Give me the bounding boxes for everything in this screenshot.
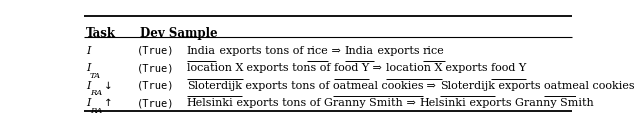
- Text: Sloterdijk: Sloterdijk: [440, 81, 495, 91]
- Text: TA: TA: [90, 72, 100, 80]
- Text: location X: location X: [386, 63, 442, 73]
- Text: food Y: food Y: [334, 63, 369, 73]
- Text: Sloterdijk: Sloterdijk: [187, 81, 242, 91]
- Text: Helsinki: Helsinki: [419, 98, 467, 108]
- Text: RA: RA: [90, 107, 102, 115]
- Text: exports tons of: exports tons of: [216, 46, 307, 56]
- Text: rice: rice: [307, 46, 328, 56]
- Text: exports: exports: [495, 81, 544, 91]
- Text: I: I: [86, 81, 90, 91]
- Text: exports: exports: [374, 46, 423, 56]
- Text: I: I: [86, 46, 90, 56]
- Text: oatmeal cookies: oatmeal cookies: [333, 81, 423, 91]
- Text: exports: exports: [442, 63, 491, 73]
- Text: I: I: [86, 98, 90, 108]
- Text: exports tons of: exports tons of: [242, 81, 333, 91]
- Text: location X: location X: [187, 63, 243, 73]
- Text: exports tons of: exports tons of: [234, 98, 324, 108]
- Text: ⇒: ⇒: [423, 81, 440, 91]
- Text: exports: exports: [467, 98, 515, 108]
- Text: Granny Smith: Granny Smith: [324, 98, 403, 108]
- Text: food Y: food Y: [491, 63, 526, 73]
- Text: India: India: [345, 46, 374, 56]
- Text: (True): (True): [137, 46, 175, 56]
- Text: Dev Sample: Dev Sample: [140, 27, 217, 40]
- Text: Helsinki: Helsinki: [187, 98, 234, 108]
- Text: ⇒: ⇒: [403, 98, 419, 108]
- Text: (True): (True): [137, 98, 175, 108]
- Text: oatmeal cookies: oatmeal cookies: [544, 81, 634, 91]
- Text: I: I: [86, 63, 90, 73]
- Text: ↑: ↑: [104, 98, 113, 108]
- Text: rice: rice: [423, 46, 445, 56]
- Text: RA: RA: [90, 89, 102, 97]
- Text: India: India: [187, 46, 216, 56]
- Text: ⇒: ⇒: [328, 46, 345, 56]
- Text: Granny Smith: Granny Smith: [515, 98, 594, 108]
- Text: (True): (True): [137, 63, 175, 73]
- Text: ⇒: ⇒: [369, 63, 386, 73]
- Text: Task: Task: [86, 27, 116, 40]
- Text: (True): (True): [137, 81, 175, 91]
- Text: exports tons of: exports tons of: [243, 63, 334, 73]
- Text: ↓: ↓: [104, 81, 113, 91]
